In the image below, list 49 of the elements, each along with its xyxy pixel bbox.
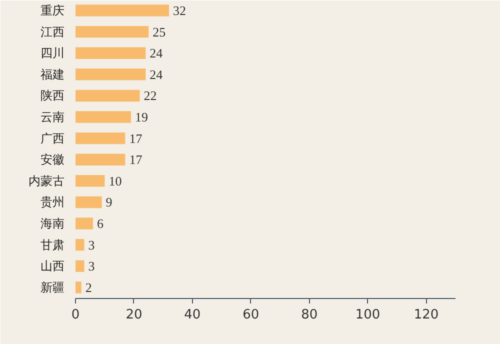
x-tick-label: 100 bbox=[355, 308, 380, 322]
data-label: 19 bbox=[135, 110, 148, 125]
y-tick-label: 甘肃 bbox=[40, 238, 64, 252]
y-tick-label: 新疆 bbox=[40, 280, 64, 294]
data-label: 24 bbox=[150, 66, 164, 82]
y-tick-label: 福建 bbox=[40, 67, 64, 82]
data-label: 3 bbox=[88, 237, 95, 252]
data-label: 3 bbox=[88, 258, 95, 274]
y-tick-label: 山西 bbox=[40, 259, 64, 274]
y-tick-label: 内蒙古 bbox=[28, 174, 64, 188]
bar bbox=[76, 132, 126, 144]
y-tick-label: 江西 bbox=[40, 24, 64, 39]
bar bbox=[76, 90, 140, 102]
bar bbox=[76, 238, 84, 251]
y-tick-label: 陕西 bbox=[40, 88, 64, 103]
bar bbox=[76, 111, 132, 123]
bar bbox=[76, 282, 82, 294]
x-tick-label: 40 bbox=[184, 308, 201, 322]
bar bbox=[76, 4, 170, 16]
y-tick-label: 广西 bbox=[40, 131, 64, 146]
data-label: 10 bbox=[108, 173, 122, 188]
x-tick-label: 0 bbox=[71, 308, 80, 322]
bar bbox=[76, 68, 146, 80]
data-label: 6 bbox=[97, 216, 104, 232]
x-tick-label: 80 bbox=[301, 308, 318, 322]
x-tick-label: 20 bbox=[126, 308, 142, 322]
data-label: 2 bbox=[85, 280, 92, 295]
data-label: 17 bbox=[129, 152, 143, 168]
y-tick-label: 四川 bbox=[40, 46, 64, 60]
data-label: 25 bbox=[152, 24, 166, 40]
y-tick-label: 贵州 bbox=[40, 195, 64, 210]
bar bbox=[76, 47, 146, 59]
bar bbox=[76, 175, 105, 187]
bar bbox=[76, 26, 149, 38]
x-tick-label: 120 bbox=[414, 308, 439, 322]
bar bbox=[76, 218, 94, 230]
bar bbox=[76, 196, 102, 208]
y-tick-label: 重庆 bbox=[40, 4, 64, 18]
y-tick-label: 海南 bbox=[40, 216, 64, 231]
data-label: 9 bbox=[106, 194, 112, 210]
data-label: 22 bbox=[144, 88, 157, 104]
data-label: 24 bbox=[150, 46, 164, 61]
data-label: 17 bbox=[129, 130, 143, 146]
data-label: 32 bbox=[173, 3, 186, 18]
bar bbox=[76, 154, 126, 166]
y-tick-label: 云南 bbox=[40, 110, 64, 124]
y-tick-label: 安徽 bbox=[40, 152, 64, 167]
x-tick-label: 60 bbox=[242, 308, 260, 322]
bar bbox=[76, 260, 84, 272]
